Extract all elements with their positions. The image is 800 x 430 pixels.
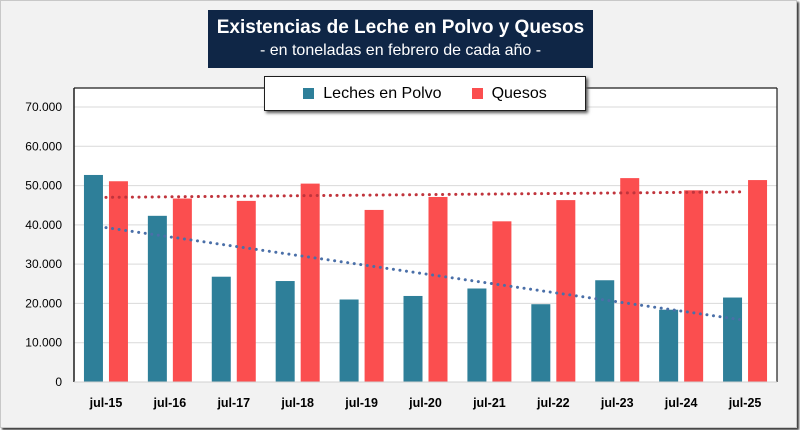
chart-subtitle: - en toneladas en febrero de cada año - <box>259 42 542 59</box>
bar-quesos <box>108 181 128 382</box>
trendline-leches-en-polvo <box>104 226 747 322</box>
bar-quesos <box>428 196 448 382</box>
y-tick-label: 0 <box>55 375 62 389</box>
bar-leches-en-polvo <box>467 288 487 382</box>
legend-swatch-quesos <box>471 88 483 99</box>
chart-title: Existencias de Leche en Polvo y Quesos <box>216 17 585 38</box>
y-tick-label: 50.000 <box>25 179 62 193</box>
bar-leches-en-polvo <box>723 297 743 382</box>
bar-leches-en-polvo <box>403 295 423 382</box>
bar-quesos <box>684 190 704 382</box>
x-tick-label: jul-25 <box>728 396 762 410</box>
bar-leches-en-polvo <box>339 299 359 382</box>
x-tick-label: jul-19 <box>344 396 378 410</box>
bar-leches-en-polvo <box>147 215 167 382</box>
y-tick-label: 10.000 <box>25 336 62 350</box>
legend-label-leches-en-polvo: Leches en Polvo <box>323 84 442 102</box>
bar-quesos <box>300 183 320 382</box>
bar-quesos <box>748 180 768 382</box>
chart-title-box: Existencias de Leche en Polvo y Quesos -… <box>208 10 593 68</box>
x-tick-label: jul-15 <box>89 396 123 410</box>
x-tick-label: jul-18 <box>280 396 314 410</box>
bar-leches-en-polvo <box>275 281 295 382</box>
y-tick-label: 70.000 <box>25 100 62 114</box>
y-tick-label: 20.000 <box>25 296 62 310</box>
trendline-quesos <box>104 190 747 199</box>
bar-quesos <box>556 200 576 382</box>
legend-item-quesos: Quesos <box>471 84 547 103</box>
bar-quesos <box>172 198 192 382</box>
x-tick-label: jul-22 <box>536 396 570 410</box>
legend-item-leches-en-polvo: Leches en Polvo <box>303 84 442 103</box>
bar-quesos <box>236 200 256 382</box>
legend-label-quesos: Quesos <box>491 84 547 102</box>
x-tick-label: jul-21 <box>472 396 506 410</box>
bar-leches-en-polvo <box>595 280 615 382</box>
bar-leches-en-polvo <box>211 276 231 382</box>
y-tick-label: 40.000 <box>25 218 62 232</box>
x-tick-label: jul-23 <box>600 396 634 410</box>
bar-quesos <box>620 178 640 382</box>
x-tick-label: jul-17 <box>216 396 250 410</box>
bar-leches-en-polvo <box>531 304 551 382</box>
x-tick-label: jul-16 <box>153 396 187 410</box>
y-tick-label: 60.000 <box>25 139 62 153</box>
legend: Leches en Polvo Quesos <box>264 76 586 111</box>
bar-quesos <box>492 221 512 382</box>
bar-quesos <box>364 209 384 382</box>
legend-swatch-leches-en-polvo <box>303 88 315 99</box>
x-tick-label: jul-20 <box>408 396 442 410</box>
y-tick-label: 30.000 <box>25 257 62 271</box>
x-tick-label: jul-24 <box>664 396 698 410</box>
bar-leches-en-polvo <box>659 309 679 382</box>
bar-leches-en-polvo <box>83 174 103 382</box>
